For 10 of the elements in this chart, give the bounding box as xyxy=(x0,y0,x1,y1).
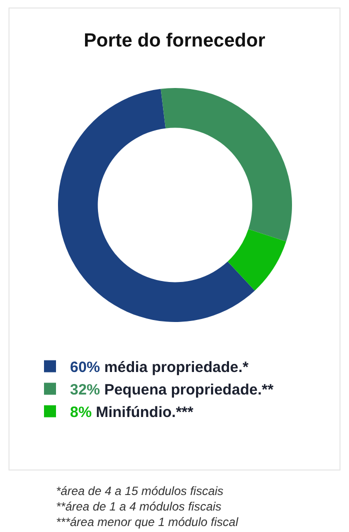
legend-label: 32% Pequena propriedade.** xyxy=(70,382,274,399)
donut-slice xyxy=(228,229,286,291)
legend-label: 60% média propriedade.* xyxy=(70,359,249,376)
text: ***área menor que 1 módulo fiscal xyxy=(56,515,238,530)
legend-label: 8% Minifúndio.*** xyxy=(70,404,194,422)
donut-slice xyxy=(160,88,292,242)
chart-title: Porte do fornecedor xyxy=(84,30,266,52)
text: **área de 1 a 4 módulos fiscais xyxy=(56,500,222,514)
text: *área de 4 a 15 módulos fiscais xyxy=(56,484,224,498)
donut-slice xyxy=(58,88,255,322)
